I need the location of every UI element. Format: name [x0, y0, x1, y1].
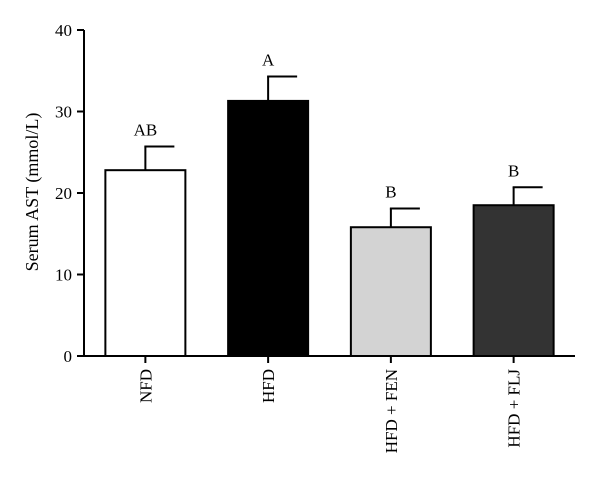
bar-hfd-flj — [472, 204, 555, 357]
y-tick-label: 20 — [55, 184, 72, 203]
y-tick-label: 30 — [55, 103, 72, 122]
significance-label: A — [262, 50, 275, 69]
x-tick-label: HFD + FLJ — [505, 369, 524, 448]
x-axis-ticks: NFD HFD HFD + FEN HFD + FLJ — [136, 356, 524, 453]
y-tick-label: 40 — [55, 21, 72, 40]
significance-label: B — [385, 182, 396, 201]
x-tick-label: HFD + FEN — [382, 369, 401, 453]
significance-label: AB — [134, 121, 158, 140]
bar-nfd — [104, 169, 187, 357]
x-tick-label: NFD — [136, 369, 155, 403]
y-tick-label: 10 — [55, 266, 72, 285]
y-axis-label: Serum AST (mmol/L) — [22, 113, 43, 272]
significance-label: B — [508, 161, 519, 180]
x-tick-label: HFD — [259, 369, 278, 403]
bar-hfd-fen — [349, 226, 432, 357]
y-tick-label: 0 — [64, 347, 73, 366]
bar-hfd — [227, 99, 310, 357]
y-axis-ticks: 0 10 20 30 40 — [55, 21, 84, 366]
